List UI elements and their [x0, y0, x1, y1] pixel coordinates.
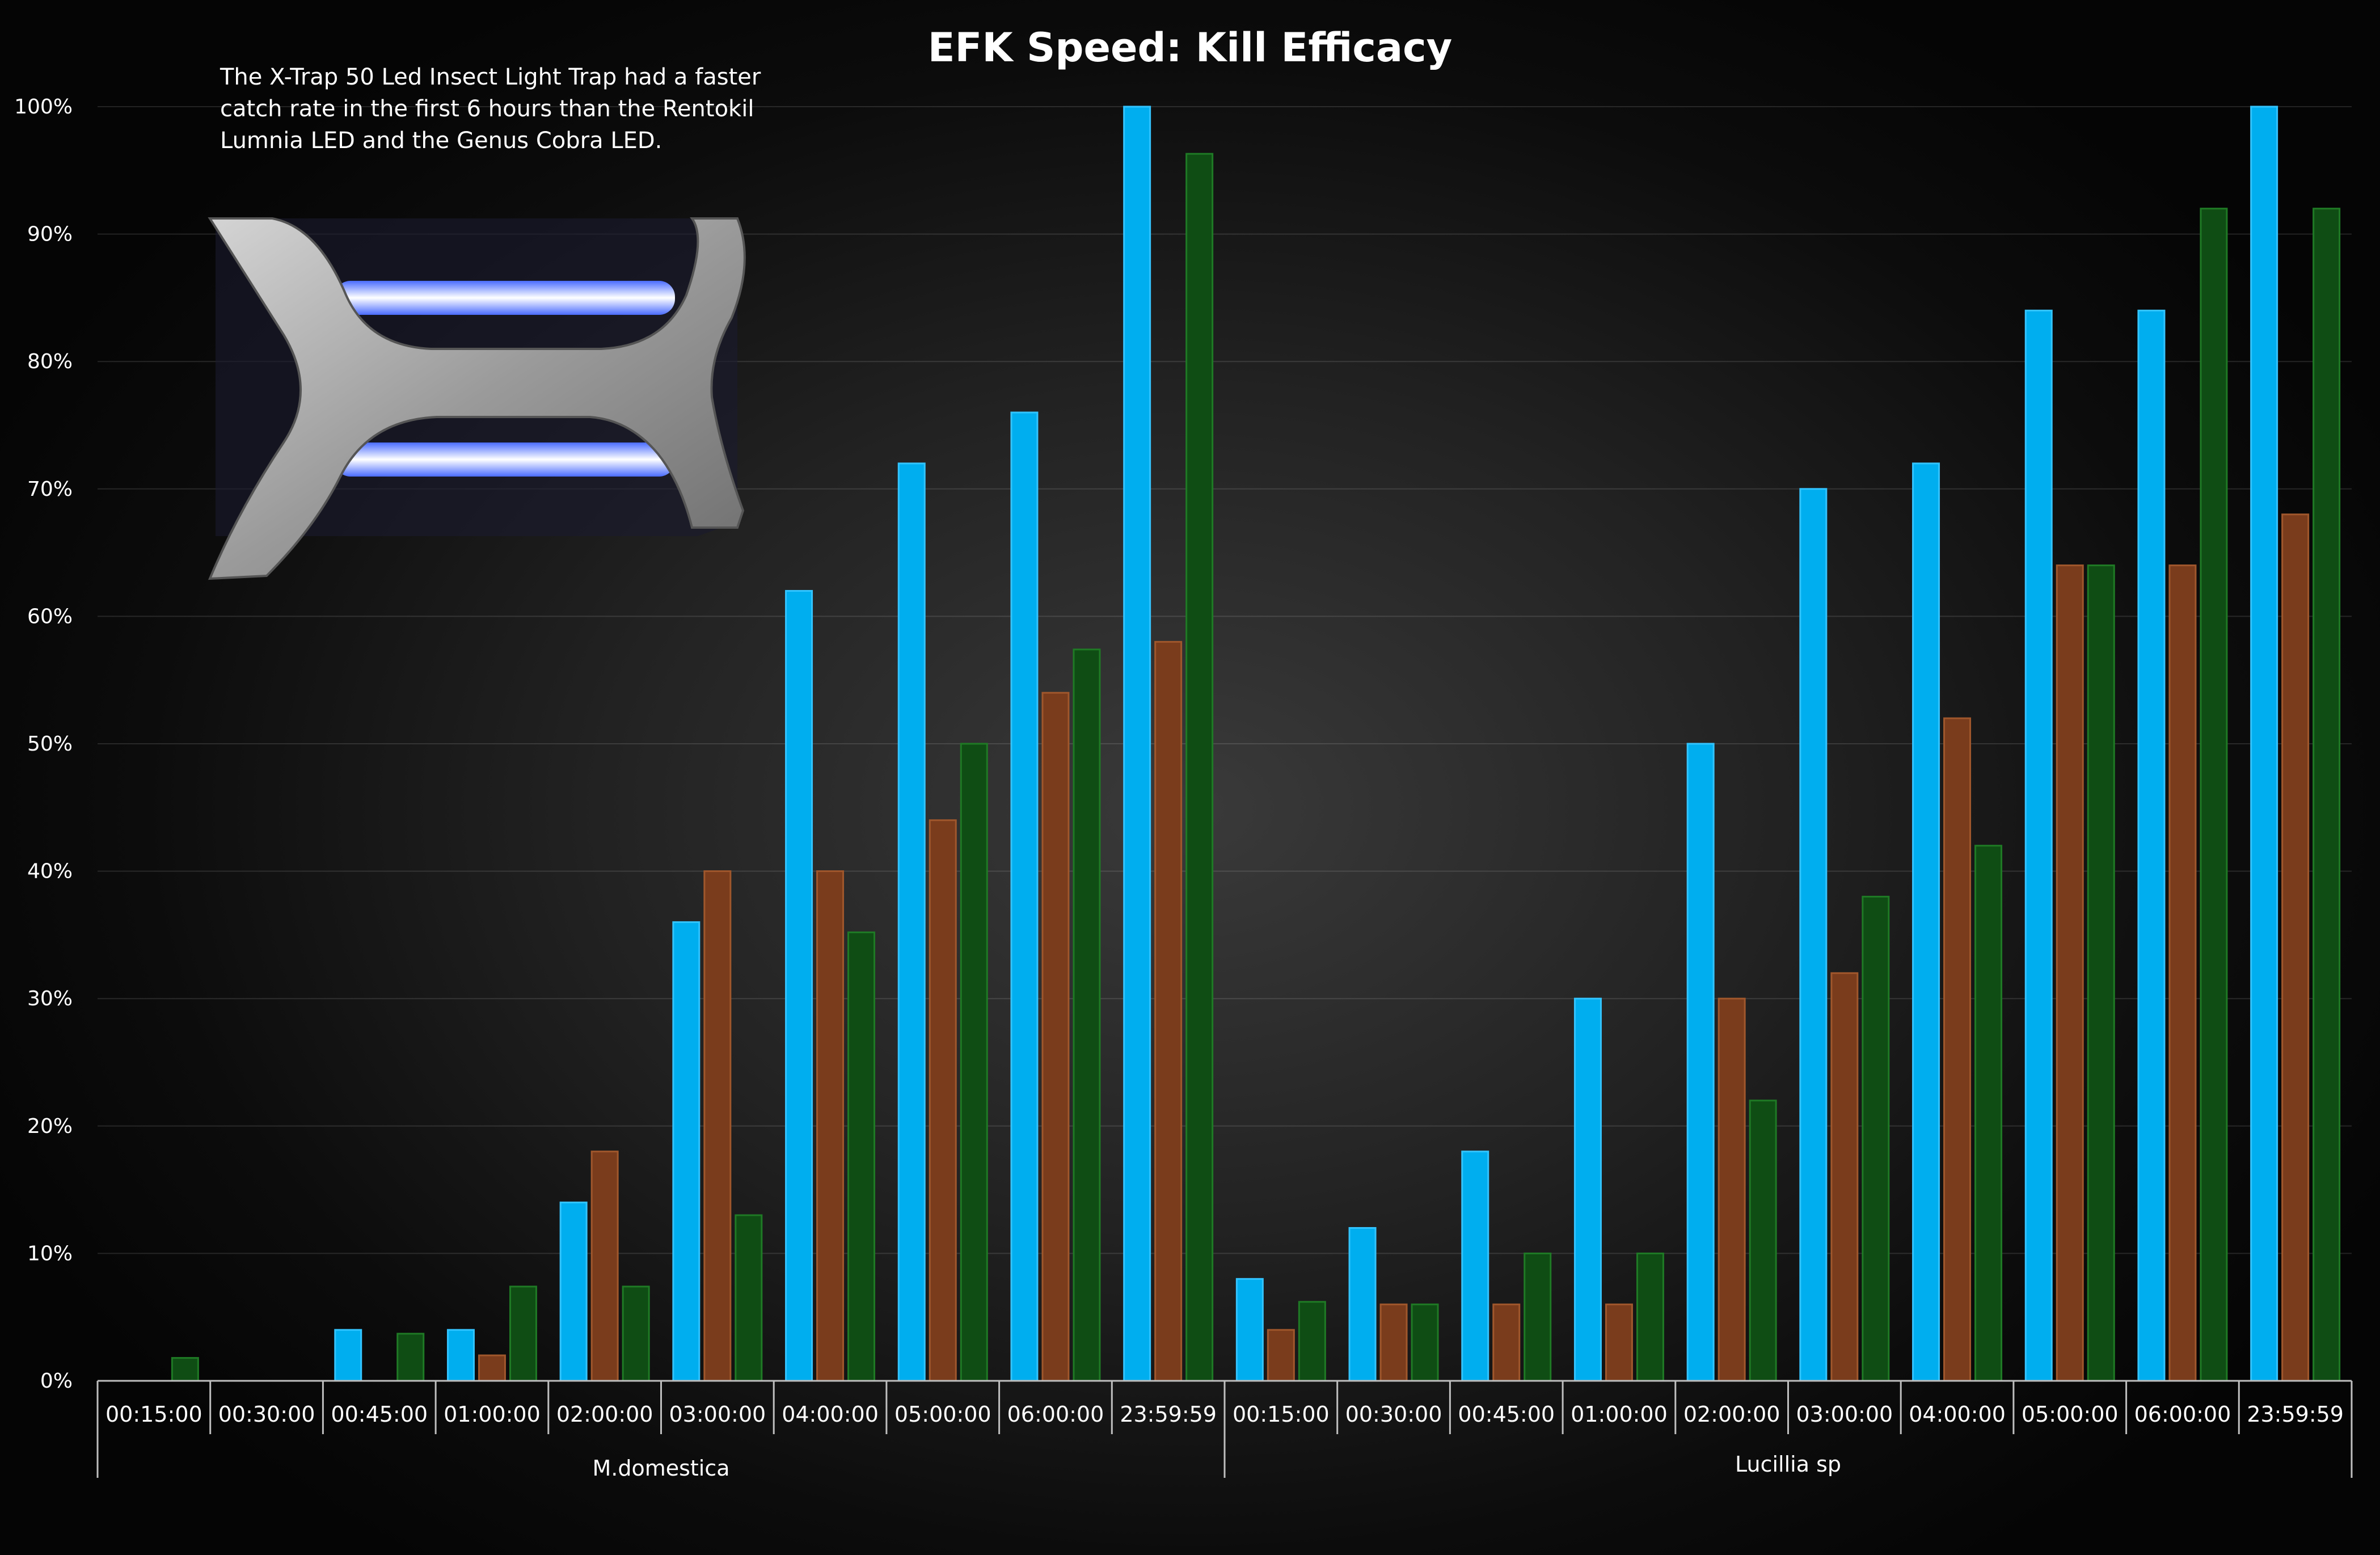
x-tick-label: 00:45:00: [1458, 1402, 1555, 1427]
bar-lumnia: [929, 819, 957, 1382]
bar-lumnia: [1041, 692, 1070, 1382]
bar-xtrap: [559, 1202, 588, 1382]
group-label: Lucillia sp: [1735, 1452, 1841, 1477]
bar-xtrap: [1235, 1278, 1264, 1382]
bar-lumnia: [1267, 1329, 1295, 1382]
x-tick-label: 03:00:00: [669, 1402, 766, 1427]
x-tick-label: 02:00:00: [1683, 1402, 1780, 1427]
bar-xtrap: [1799, 488, 1828, 1382]
x-tick-label: 00:15:00: [1233, 1402, 1330, 1427]
bar-cobra: [2200, 208, 2228, 1382]
x-tick-label: 05:00:00: [894, 1402, 991, 1427]
bar-xtrap: [1686, 743, 1715, 1382]
y-tick-label: 50%: [27, 732, 73, 756]
bar-cobra: [509, 1286, 537, 1382]
bar-lumnia: [2168, 564, 2197, 1382]
x-tick-label: 23:59:59: [1120, 1402, 1217, 1427]
bar-xtrap: [2250, 106, 2278, 1382]
bar-cobra: [960, 743, 988, 1382]
x-axis-labels: 00:15:00 00:30:00 00:45:00 01:00:00 02:00:00…: [106, 1402, 2344, 1427]
bar-lumnia: [2281, 513, 2310, 1382]
bar-lumnia: [816, 870, 845, 1382]
bar-lumnia: [2056, 564, 2084, 1382]
bar-xtrap: [1573, 997, 1602, 1382]
bar-cobra: [396, 1333, 425, 1382]
bar-lumnia: [1605, 1303, 1633, 1382]
x-tick-label: 00:30:00: [218, 1402, 315, 1427]
y-tick-label: 30%: [27, 987, 73, 1010]
bar-cobra: [1749, 1099, 1777, 1382]
chart-title: EFK Speed: Kill Efficacy: [928, 24, 1453, 71]
bar-cobra: [1411, 1303, 1439, 1382]
y-tick-label: 80%: [27, 350, 73, 373]
bar-xtrap: [1010, 411, 1039, 1382]
y-tick-label: 20%: [27, 1115, 73, 1138]
chart-annotation: The X-Trap 50 Led Insect Light Trap had …: [220, 64, 761, 154]
bar-lumnia: [703, 870, 732, 1382]
x-tick-label: 03:00:00: [1796, 1402, 1893, 1427]
bar-cobra: [171, 1357, 199, 1382]
bar-cobra: [1524, 1252, 1552, 1382]
bar-lumnia: [1379, 1303, 1408, 1382]
y-axis-ticks: 0% 10% 20% 30% 40% 50% 60% 70% 80% 90% 100%: [14, 95, 73, 1393]
x-tick-label: 02:00:00: [556, 1402, 653, 1427]
bar-cobra: [2087, 564, 2115, 1382]
x-tick-label: 23:59:59: [2247, 1402, 2344, 1427]
bar-lumnia: [1718, 997, 1746, 1382]
x-tick-label: 00:15:00: [106, 1402, 202, 1427]
bar-lumnia: [590, 1151, 619, 1382]
bar-cobra: [1298, 1301, 1326, 1382]
group-labels: M.domestica Lucillia sp: [592, 1452, 1841, 1481]
bar-lumnia: [1830, 972, 1859, 1382]
bar-lumnia: [478, 1354, 506, 1382]
bar-xtrap: [785, 589, 813, 1382]
bar-cobra: [847, 931, 876, 1382]
bar-cobra: [2313, 208, 2341, 1382]
bar-xtrap: [672, 921, 701, 1382]
bar-xtrap: [1123, 106, 1151, 1382]
x-tick-label: 06:00:00: [2134, 1402, 2231, 1427]
bar-cobra: [1073, 648, 1101, 1382]
bar-cobra: [1636, 1252, 1664, 1382]
group-label: M.domestica: [592, 1456, 729, 1481]
bar-xtrap: [2024, 309, 2053, 1382]
bar-lumnia: [1492, 1303, 1521, 1382]
bars: [171, 106, 2341, 1382]
y-tick-label: 70%: [27, 478, 73, 501]
bar-cobra: [1862, 896, 1890, 1382]
bar-cobra: [622, 1286, 650, 1382]
bar-xtrap: [1461, 1151, 1489, 1382]
x-axis: [96, 1380, 2353, 1478]
bar-xtrap: [1912, 462, 1940, 1382]
x-tick-label: 05:00:00: [2022, 1402, 2119, 1427]
bar-cobra: [1185, 153, 1214, 1382]
x-tick-label: 00:45:00: [331, 1402, 428, 1427]
bar-xtrap: [1348, 1227, 1377, 1382]
y-tick-label: 0%: [40, 1369, 73, 1393]
x-tick-label: 04:00:00: [782, 1402, 879, 1427]
y-tick-label: 40%: [27, 860, 73, 883]
bar-cobra: [735, 1214, 763, 1382]
bar-xtrap: [897, 462, 926, 1382]
light-trap-image: [208, 217, 746, 580]
bar-xtrap: [2137, 309, 2166, 1382]
y-tick-label: 100%: [14, 95, 73, 119]
x-tick-label: 04:00:00: [1909, 1402, 2006, 1427]
y-tick-label: 10%: [27, 1242, 73, 1265]
x-tick-label: 01:00:00: [1571, 1402, 1668, 1427]
y-tick-label: 90%: [27, 223, 73, 246]
y-tick-label: 60%: [27, 605, 73, 628]
bar-xtrap: [446, 1329, 475, 1382]
x-tick-label: 00:30:00: [1345, 1402, 1442, 1427]
bar-lumnia: [1154, 640, 1183, 1382]
x-tick-label: 06:00:00: [1007, 1402, 1104, 1427]
bar-xtrap: [334, 1329, 362, 1382]
bar-lumnia: [1943, 717, 1972, 1382]
x-tick-label: 01:00:00: [444, 1402, 541, 1427]
bar-cobra: [1974, 845, 2003, 1382]
